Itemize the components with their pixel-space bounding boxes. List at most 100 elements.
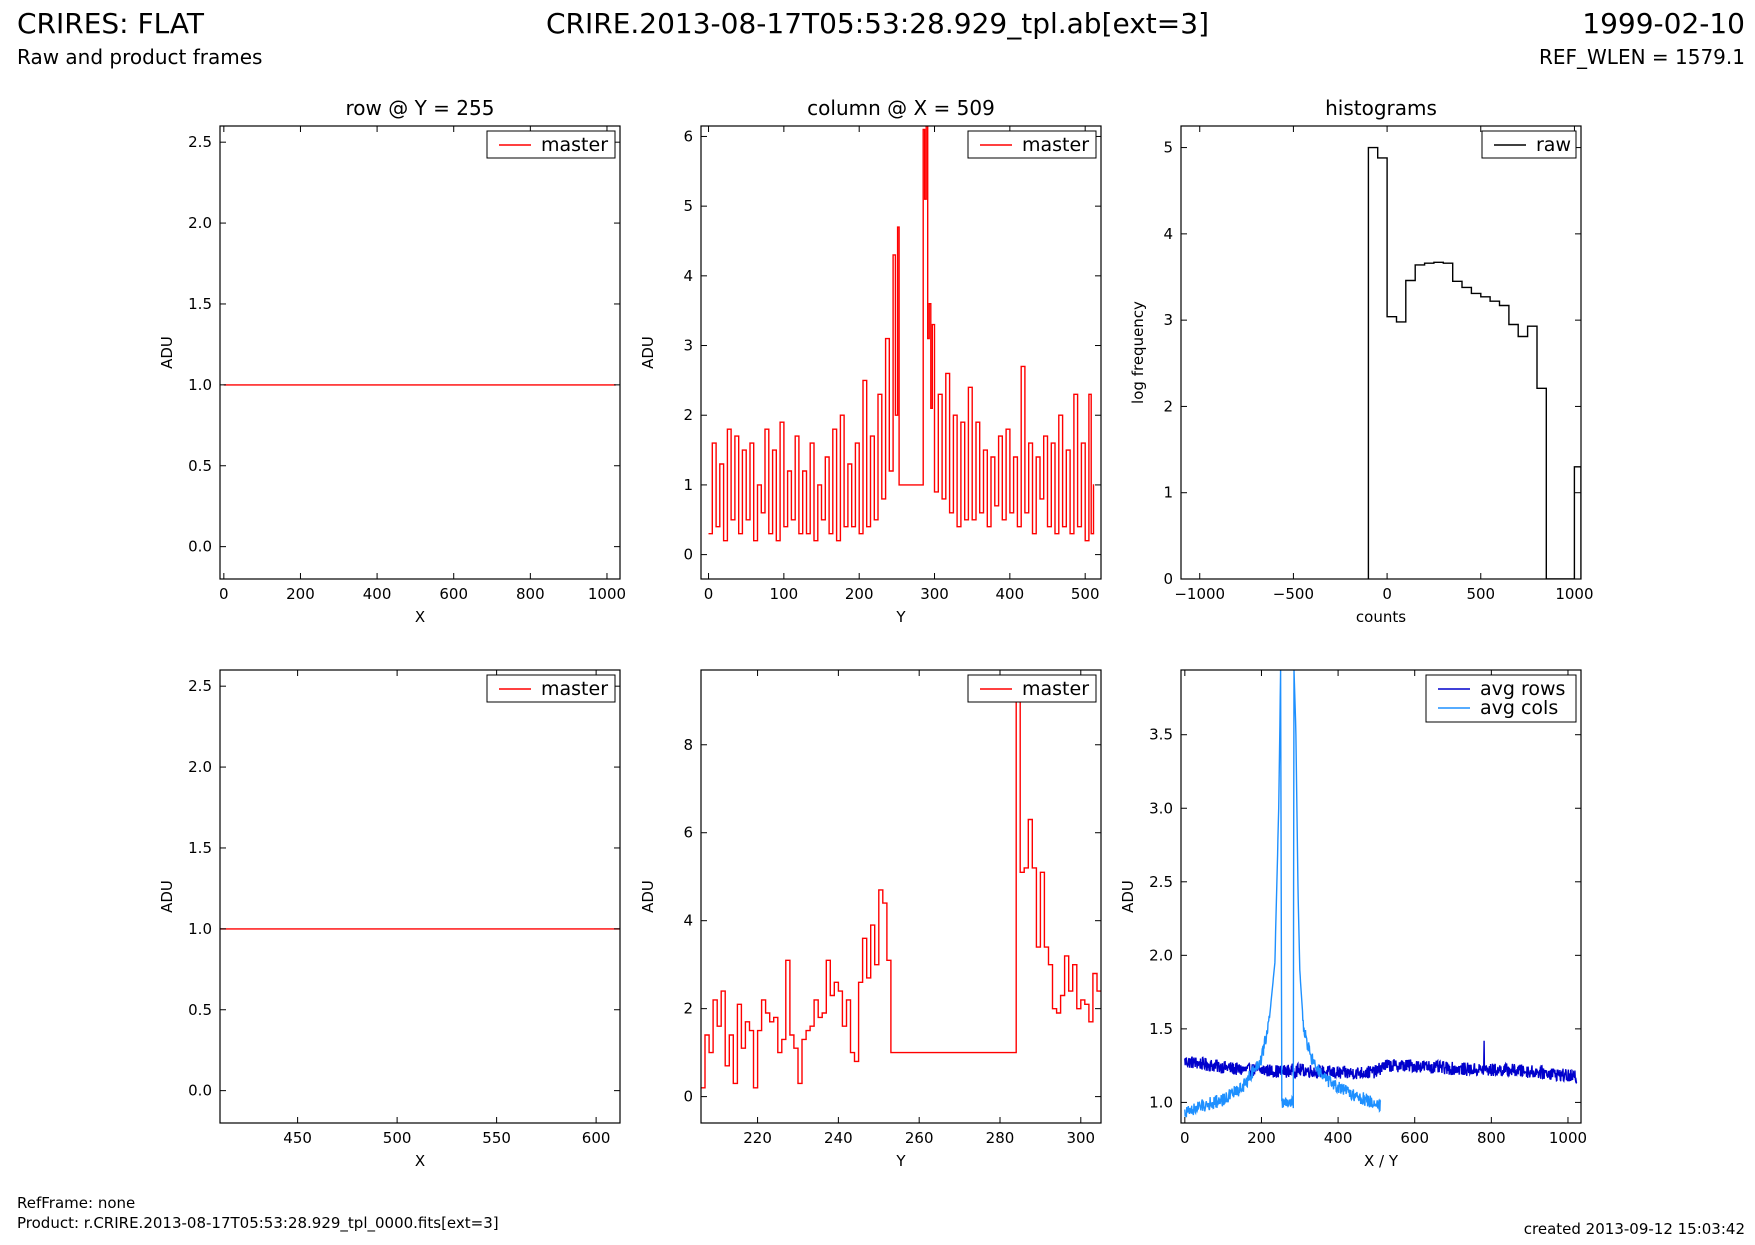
legend: master bbox=[486, 674, 616, 703]
y-tick-label: 1.5 bbox=[188, 839, 212, 857]
chart-histogram: histograms −1000 −500 0 500 1000 0 1 2 3 4 5 counts l… bbox=[1129, 96, 1594, 626]
y-tick-label: 4 bbox=[1163, 225, 1173, 243]
y-tick-label: 1.0 bbox=[188, 376, 212, 394]
legend-entry: avg rows bbox=[1480, 678, 1565, 700]
ref-wlen: REF_WLEN = 1579.1 bbox=[1538, 45, 1745, 69]
y-tick-label: 5 bbox=[1163, 139, 1173, 157]
x-tick-label: 500 bbox=[1071, 585, 1100, 603]
ref-frame-note: RefFrame: none bbox=[17, 1194, 136, 1212]
y-tick-label: 3.5 bbox=[1149, 726, 1173, 744]
y-tick-label: 0.0 bbox=[188, 538, 212, 556]
x-tick-label: 1000 bbox=[1549, 1129, 1587, 1147]
y-axis-label: ADU bbox=[639, 336, 657, 369]
y-tick-label: 2.0 bbox=[188, 758, 212, 776]
product-note: Product: r.CRIRE.2013-08-17T05:53:28.929… bbox=[17, 1214, 499, 1232]
legend-entry: master bbox=[1022, 134, 1089, 156]
legend: master bbox=[967, 130, 1097, 159]
chart-title: column @ X = 509 bbox=[807, 96, 995, 120]
x-tick-label: 400 bbox=[363, 585, 392, 603]
y-tick-label: 2.5 bbox=[1149, 873, 1173, 891]
y-tick-label: 1.0 bbox=[1149, 1093, 1173, 1111]
y-tick-label: 0 bbox=[683, 1088, 693, 1106]
x-tick-label: 500 bbox=[383, 1129, 412, 1147]
y-tick-label: 4 bbox=[683, 267, 693, 285]
x-tick-label: 500 bbox=[1466, 585, 1495, 603]
x-tick-label: 0 bbox=[1180, 1129, 1190, 1147]
frame-name: CRIRE.2013-08-17T05:53:28.929_tpl.ab[ext… bbox=[545, 7, 1209, 40]
y-tick-label: 0.5 bbox=[188, 457, 212, 475]
x-axis-label: X / Y bbox=[1364, 1152, 1399, 1170]
y-axis-label: ADU bbox=[639, 880, 657, 913]
y-tick-label: 0.0 bbox=[188, 1082, 212, 1100]
legend-entry: raw bbox=[1536, 134, 1571, 156]
x-tick-label: 1000 bbox=[1555, 585, 1593, 603]
y-tick-label: 3.0 bbox=[1149, 799, 1173, 817]
y-tick-label: 1.5 bbox=[188, 295, 212, 313]
x-tick-label: 600 bbox=[1400, 1129, 1429, 1147]
y-tick-label: 2.0 bbox=[1149, 946, 1173, 964]
y-tick-label: 3 bbox=[1163, 311, 1173, 329]
y-tick-label: 8 bbox=[683, 736, 693, 754]
x-tick-label: 300 bbox=[1066, 1129, 1095, 1147]
x-tick-label: 600 bbox=[582, 1129, 611, 1147]
legend: master bbox=[967, 674, 1097, 703]
x-axis-label: counts bbox=[1356, 608, 1406, 626]
plot-frame bbox=[1180, 669, 1582, 1124]
y-tick-label: 2 bbox=[683, 1000, 693, 1018]
y-tick-label: 1 bbox=[1163, 484, 1173, 502]
y-tick-label: 0 bbox=[683, 546, 693, 564]
y-tick-label: 1.0 bbox=[188, 920, 212, 938]
x-tick-label: 200 bbox=[1247, 1129, 1276, 1147]
x-tick-label: 1000 bbox=[588, 585, 626, 603]
y-tick-label: 2.5 bbox=[188, 677, 212, 695]
y-tick-label: 5 bbox=[683, 197, 693, 215]
x-tick-label: 280 bbox=[986, 1129, 1015, 1147]
legend: master bbox=[486, 130, 616, 159]
y-axis-label: ADU bbox=[158, 336, 176, 369]
series-master bbox=[708, 126, 1095, 542]
y-tick-label: 4 bbox=[683, 912, 693, 930]
chart-title: row @ Y = 255 bbox=[346, 96, 495, 120]
x-axis-label: X bbox=[415, 608, 425, 626]
chart-row-full: row @ Y = 255 0 200 400 600 800 1000 0.0 0.5 1.0 1… bbox=[158, 96, 626, 626]
legend-entry: master bbox=[541, 678, 608, 700]
observation-date: 1999-02-10 bbox=[1582, 7, 1745, 40]
x-tick-label: 240 bbox=[824, 1129, 853, 1147]
plot-frame bbox=[219, 125, 621, 580]
legend: raw bbox=[1481, 130, 1577, 159]
x-tick-label: 550 bbox=[482, 1129, 511, 1147]
x-tick-label: 600 bbox=[439, 585, 468, 603]
created-timestamp: created 2013-09-12 15:03:42 bbox=[1523, 1220, 1745, 1238]
x-tick-label: 800 bbox=[1477, 1129, 1506, 1147]
x-axis-label: Y bbox=[895, 608, 906, 626]
x-tick-label: 400 bbox=[996, 585, 1025, 603]
y-tick-label: 1.5 bbox=[1149, 1020, 1173, 1038]
chart-col-zoom: 220 240 260 280 300 0 2 4 6 8 Y ADU master bbox=[639, 669, 1102, 1170]
y-tick-label: 3 bbox=[683, 337, 693, 355]
x-tick-label: 300 bbox=[920, 585, 949, 603]
report-title: CRIRES: FLAT bbox=[17, 7, 204, 40]
report-subtitle: Raw and product frames bbox=[17, 45, 263, 69]
x-tick-label: 100 bbox=[770, 585, 799, 603]
y-tick-label: 0.5 bbox=[188, 1001, 212, 1019]
plot-frame bbox=[700, 125, 1102, 580]
legend-entry: master bbox=[1022, 678, 1089, 700]
x-axis-label: X bbox=[415, 1152, 425, 1170]
plot-frame bbox=[700, 669, 1102, 1124]
y-tick-label: 2.0 bbox=[188, 214, 212, 232]
x-tick-label: 800 bbox=[516, 585, 545, 603]
x-tick-label: 200 bbox=[845, 585, 874, 603]
x-tick-label: 400 bbox=[1324, 1129, 1353, 1147]
x-tick-label: 200 bbox=[286, 585, 315, 603]
x-tick-label: 0 bbox=[1382, 585, 1392, 603]
chart-row-zoom: 450 500 550 600 0.0 0.5 1.0 1.5 2.0 2.5 X ADU master bbox=[158, 669, 621, 1170]
x-tick-label: −1000 bbox=[1174, 585, 1225, 603]
y-tick-label: 2 bbox=[1163, 397, 1173, 415]
x-axis-label: Y bbox=[895, 1152, 906, 1170]
x-tick-label: 450 bbox=[283, 1129, 312, 1147]
legend-entry: master bbox=[541, 134, 608, 156]
y-tick-label: 0 bbox=[1163, 570, 1173, 588]
legend-entry: avg cols bbox=[1480, 697, 1558, 719]
